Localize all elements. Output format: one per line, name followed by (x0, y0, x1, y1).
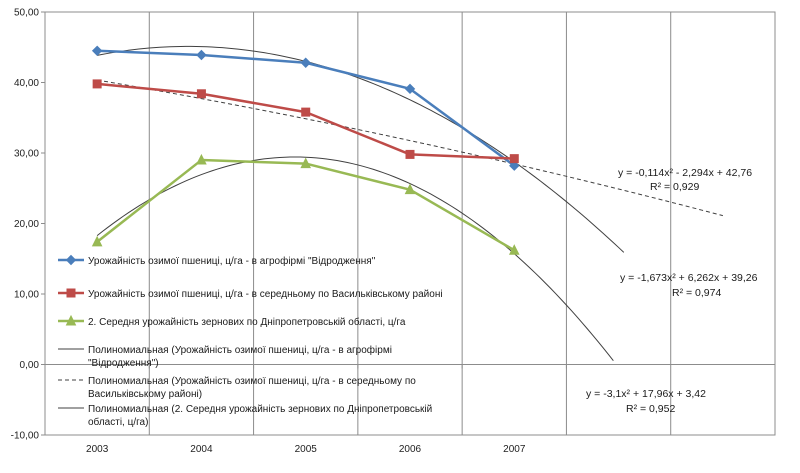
legend-label-1: Урожайність озимої пшениці, ц/га - в агр… (88, 255, 376, 267)
y-tick-label: 40,00 (14, 78, 39, 89)
legend-label-4: Полиномиальная (Урожайність озимої пшени… (88, 344, 392, 356)
series-2-point (92, 79, 102, 89)
series-2-point (405, 149, 415, 159)
series-1-point (404, 83, 416, 95)
axis-layer: -10,00 0,00 10,00 20,00 30,00 40,00 50,00 2003 2… (11, 8, 775, 455)
series-1-point (196, 49, 207, 61)
legend-marker-1 (65, 254, 77, 266)
series-1-point (509, 160, 520, 171)
series-3-line (96, 158, 515, 252)
series-3-point (91, 235, 103, 247)
legend-label-2: Урожайність озимої пшениці, ц/га - в сер… (88, 289, 443, 300)
legend-label-6: Полиномиальная (2. Середня урожайність з… (88, 404, 432, 415)
trendline-3 (96, 156, 614, 362)
trendline-r2-2: R² = 0,929 (650, 181, 699, 193)
y-tick-label: 0,00 (20, 360, 40, 371)
series-3-point (196, 153, 207, 165)
y-tick-label: 30,00 (14, 149, 39, 160)
legend-label-5-cont: Васильківському районі) (88, 389, 202, 400)
legend-label-6-cont: області, ц/га) (88, 416, 148, 428)
trendline-r2-1: R² = 0,974 (672, 287, 721, 299)
x-tick-label: 2007 (503, 444, 526, 455)
x-tick-label: 2005 (295, 444, 318, 455)
series-2-point (301, 107, 311, 117)
trend-layer (96, 45, 723, 362)
legend-marker-3 (65, 314, 77, 326)
series-2-point (196, 89, 206, 99)
x-tick-label: 2006 (399, 444, 422, 455)
series-2-point (509, 154, 519, 164)
equations: y = -0,114x² - 2,294x + 42,76 R² = 0,929… (586, 167, 758, 415)
trendline-1 (97, 45, 625, 253)
y-tick-label: 20,00 (14, 219, 39, 230)
x-tick-label: 2004 (190, 444, 213, 455)
grid-layer (44, 11, 776, 436)
y-tick-label: -10,00 (11, 431, 40, 442)
series-layer (91, 45, 520, 255)
series-3-point (508, 244, 520, 255)
trendline-equation-2: y = -0,114x² - 2,294x + 42,76 (618, 167, 752, 179)
trendline-r2-3: R² = 0,952 (626, 403, 675, 415)
series-3-point (404, 183, 416, 195)
series-1-point (91, 45, 103, 56)
y-tick-label: 50,00 (14, 8, 39, 19)
legend: Урожайність озимої пшениці, ц/га - в агр… (58, 254, 443, 428)
series-1-point (300, 57, 311, 68)
plot-area-frame (44, 11, 776, 436)
legend-marker-2 (66, 288, 76, 298)
legend-label-3: 2. Середня урожайність зернових по Дніпр… (88, 316, 406, 328)
trendline-2 (97, 79, 723, 217)
trendline-equation-3: y = -3,1x² + 17,96x + 3,42 (586, 388, 706, 400)
legend-label-4-cont: "Відродження") (88, 358, 159, 369)
trendline-equation-1: y = -1,673x² + 6,262x + 39,26 (620, 272, 758, 284)
series-3-point (300, 157, 312, 169)
legend-label-5: Полиномиальная (Урожайність озимої пшени… (88, 376, 416, 387)
x-tick-label: 2003 (86, 444, 109, 455)
y-tick-label: 10,00 (14, 290, 39, 301)
